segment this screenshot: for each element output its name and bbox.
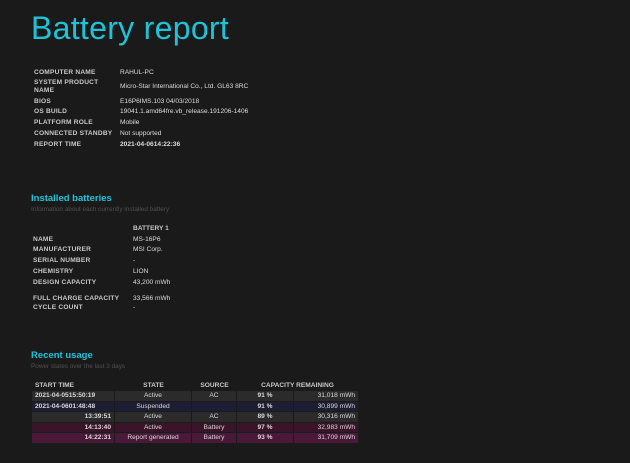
usage-row: 2021-04-0601:48:48 Suspended 91 % 30,899… [32, 401, 358, 411]
battery-value: - [133, 303, 136, 311]
sysinfo-value: 2021-04-0614:22:36 [120, 140, 181, 148]
sysinfo-row: COMPUTER NAME RAHUL-PC [34, 67, 248, 78]
sysinfo-row: CONNECTED STANDBY Not supported [34, 128, 248, 139]
usage-mwh: 30,316 mWh [294, 412, 358, 422]
battery-row: SERIAL NUMBER - [33, 255, 170, 266]
battery-label: MANUFACTURER [33, 246, 92, 254]
battery-label: CYCLE COUNT [33, 303, 83, 311]
battery-value: MSI Corp. [133, 246, 163, 254]
usage-header-row: START TIME STATE SOURCE CAPACITY REMAINI… [32, 381, 358, 390]
usage-row: 13:39:51 Active AC 89 % 30,316 mWh [32, 412, 358, 422]
usage-source: Battery [192, 422, 237, 432]
recent-usage-heading: Recent usage [31, 350, 93, 361]
sysinfo-row: OS BUILD 19041.1.amd64fre.vb_release.191… [34, 107, 248, 118]
sysinfo-label: PLATFORM ROLE [34, 119, 93, 127]
usage-source [192, 401, 237, 411]
sysinfo-label: CONNECTED STANDBY [34, 130, 113, 138]
installed-batteries-table: BATTERY 1 NAME MS-16P6 MANUFACTURER MSI … [33, 223, 170, 313]
usage-mwh: 31,709 mWh [294, 433, 358, 443]
sysinfo-label: BIOS [34, 97, 51, 105]
usage-percent: 97 % [237, 422, 294, 432]
page-title: Battery report [31, 10, 230, 46]
sysinfo-value: RAHUL-PC [120, 68, 154, 76]
sysinfo-row: SYSTEM PRODUCT NAME Micro-Star Internati… [34, 78, 248, 96]
usage-source: Battery [192, 433, 237, 443]
battery-label: SERIAL NUMBER [33, 257, 91, 265]
usage-mwh: 32,983 mWh [294, 422, 358, 432]
usage-start-time: 14:22:31 [32, 433, 115, 443]
header-capacity-remaining: CAPACITY REMAINING [261, 382, 334, 389]
usage-start-time: 14:13:40 [32, 422, 115, 432]
usage-percent: 91 % [237, 391, 294, 401]
battery-value: 33,566 mWh [133, 294, 171, 302]
usage-state: Report generated [115, 433, 192, 443]
usage-mwh: 30,899 mWh [294, 401, 358, 411]
usage-percent: 89 % [237, 412, 294, 422]
usage-start-time: 2021-04-0515:50:19 [32, 391, 115, 401]
usage-percent: 93 % [237, 433, 294, 443]
sysinfo-value: Mobile [120, 119, 140, 127]
usage-row: 14:13:40 Active Battery 97 % 32,983 mWh [32, 422, 358, 432]
sysinfo-value: E16P6IMS.103 04/03/2018 [120, 97, 200, 105]
usage-start-time: 13:39:51 [32, 412, 115, 422]
sysinfo-row: BIOS E16P6IMS.103 04/03/2018 [34, 96, 248, 107]
header-state: STATE [143, 382, 164, 389]
battery-row: CYCLE COUNT - [33, 302, 170, 313]
usage-percent: 91 % [237, 401, 294, 411]
battery-label: DESIGN CAPACITY [33, 278, 97, 286]
sysinfo-row: REPORT TIME 2021-04-0614:22:36 [34, 139, 248, 150]
battery-value: - [133, 257, 136, 265]
battery-row: MANUFACTURER MSI Corp. [33, 245, 170, 256]
usage-state: Active [115, 422, 192, 432]
usage-state: Active [115, 391, 192, 401]
usage-row: 2021-04-0515:50:19 Active AC 91 % 31,018… [32, 391, 358, 401]
installed-batteries-heading: Installed batteries [31, 193, 112, 204]
header-start-time: START TIME [35, 382, 75, 389]
battery-label: NAME [33, 235, 54, 243]
battery-column-header: BATTERY 1 [133, 224, 169, 232]
battery-row: DESIGN CAPACITY 43,200 mWh [33, 277, 170, 288]
usage-mwh: 31,018 mWh [294, 391, 358, 401]
usage-row: 14:22:31 Report generated Battery 93 % 3… [32, 433, 358, 443]
battery-header-row: BATTERY 1 [33, 223, 170, 234]
usage-start-time: 2021-04-0601:48:48 [32, 401, 115, 411]
usage-source: AC [192, 412, 237, 422]
system-info-table: COMPUTER NAME RAHUL-PC SYSTEM PRODUCT NA… [34, 67, 248, 150]
battery-row: NAME MS-16P6 [33, 234, 170, 245]
battery-label: FULL CHARGE CAPACITY [33, 294, 120, 302]
battery-value: MS-16P6 [133, 235, 161, 243]
sysinfo-label: SYSTEM PRODUCT NAME [34, 78, 99, 94]
usage-state: Suspended [115, 401, 192, 411]
battery-value: LION [133, 268, 149, 276]
sysinfo-value: 19041.1.amd64fre.vb_release.191206-1406 [120, 108, 249, 116]
sysinfo-value: Not supported [120, 130, 162, 138]
header-source: SOURCE [200, 382, 229, 389]
recent-usage-table: START TIME STATE SOURCE CAPACITY REMAINI… [32, 380, 358, 444]
sysinfo-label: REPORT TIME [34, 140, 82, 148]
usage-state: Active [115, 412, 192, 422]
sysinfo-label: COMPUTER NAME [34, 68, 96, 76]
sysinfo-label: OS BUILD [34, 108, 68, 116]
battery-label: CHEMISTRY [33, 268, 74, 276]
usage-source: AC [192, 391, 237, 401]
battery-value: 43,200 mWh [133, 278, 171, 286]
sysinfo-value: Micro-Star International Co., Ltd. GL63 … [120, 83, 249, 91]
battery-row: CHEMISTRY LION [33, 266, 170, 277]
recent-usage-subtitle: Power states over the last 3 days [31, 363, 126, 370]
sysinfo-row: PLATFORM ROLE Mobile [34, 117, 248, 128]
battery-row: FULL CHARGE CAPACITY 33,566 mWh [33, 288, 170, 302]
installed-batteries-subtitle: Information about each currently install… [31, 206, 170, 213]
